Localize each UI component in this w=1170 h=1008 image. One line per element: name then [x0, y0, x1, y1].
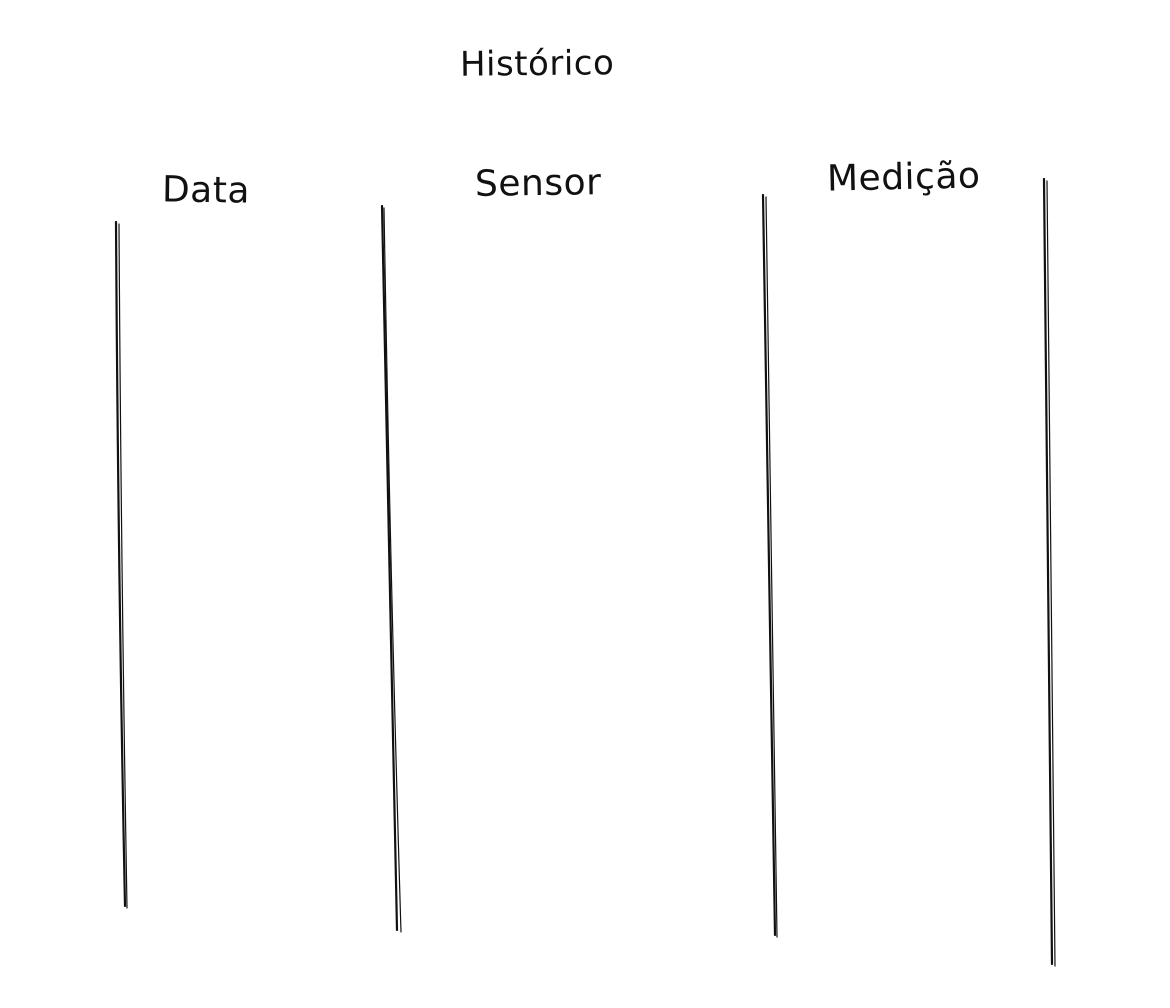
column-divider-2 [380, 204, 402, 933]
column-divider-3 [761, 193, 778, 938]
page-title: Histórico [459, 43, 615, 85]
column-header-medicao: Medição [826, 155, 981, 200]
column-header-data: Data [161, 169, 251, 212]
column-header-sensor: Sensor [474, 162, 602, 205]
column-divider-4 [1042, 177, 1056, 967]
column-divider-1 [114, 220, 128, 909]
